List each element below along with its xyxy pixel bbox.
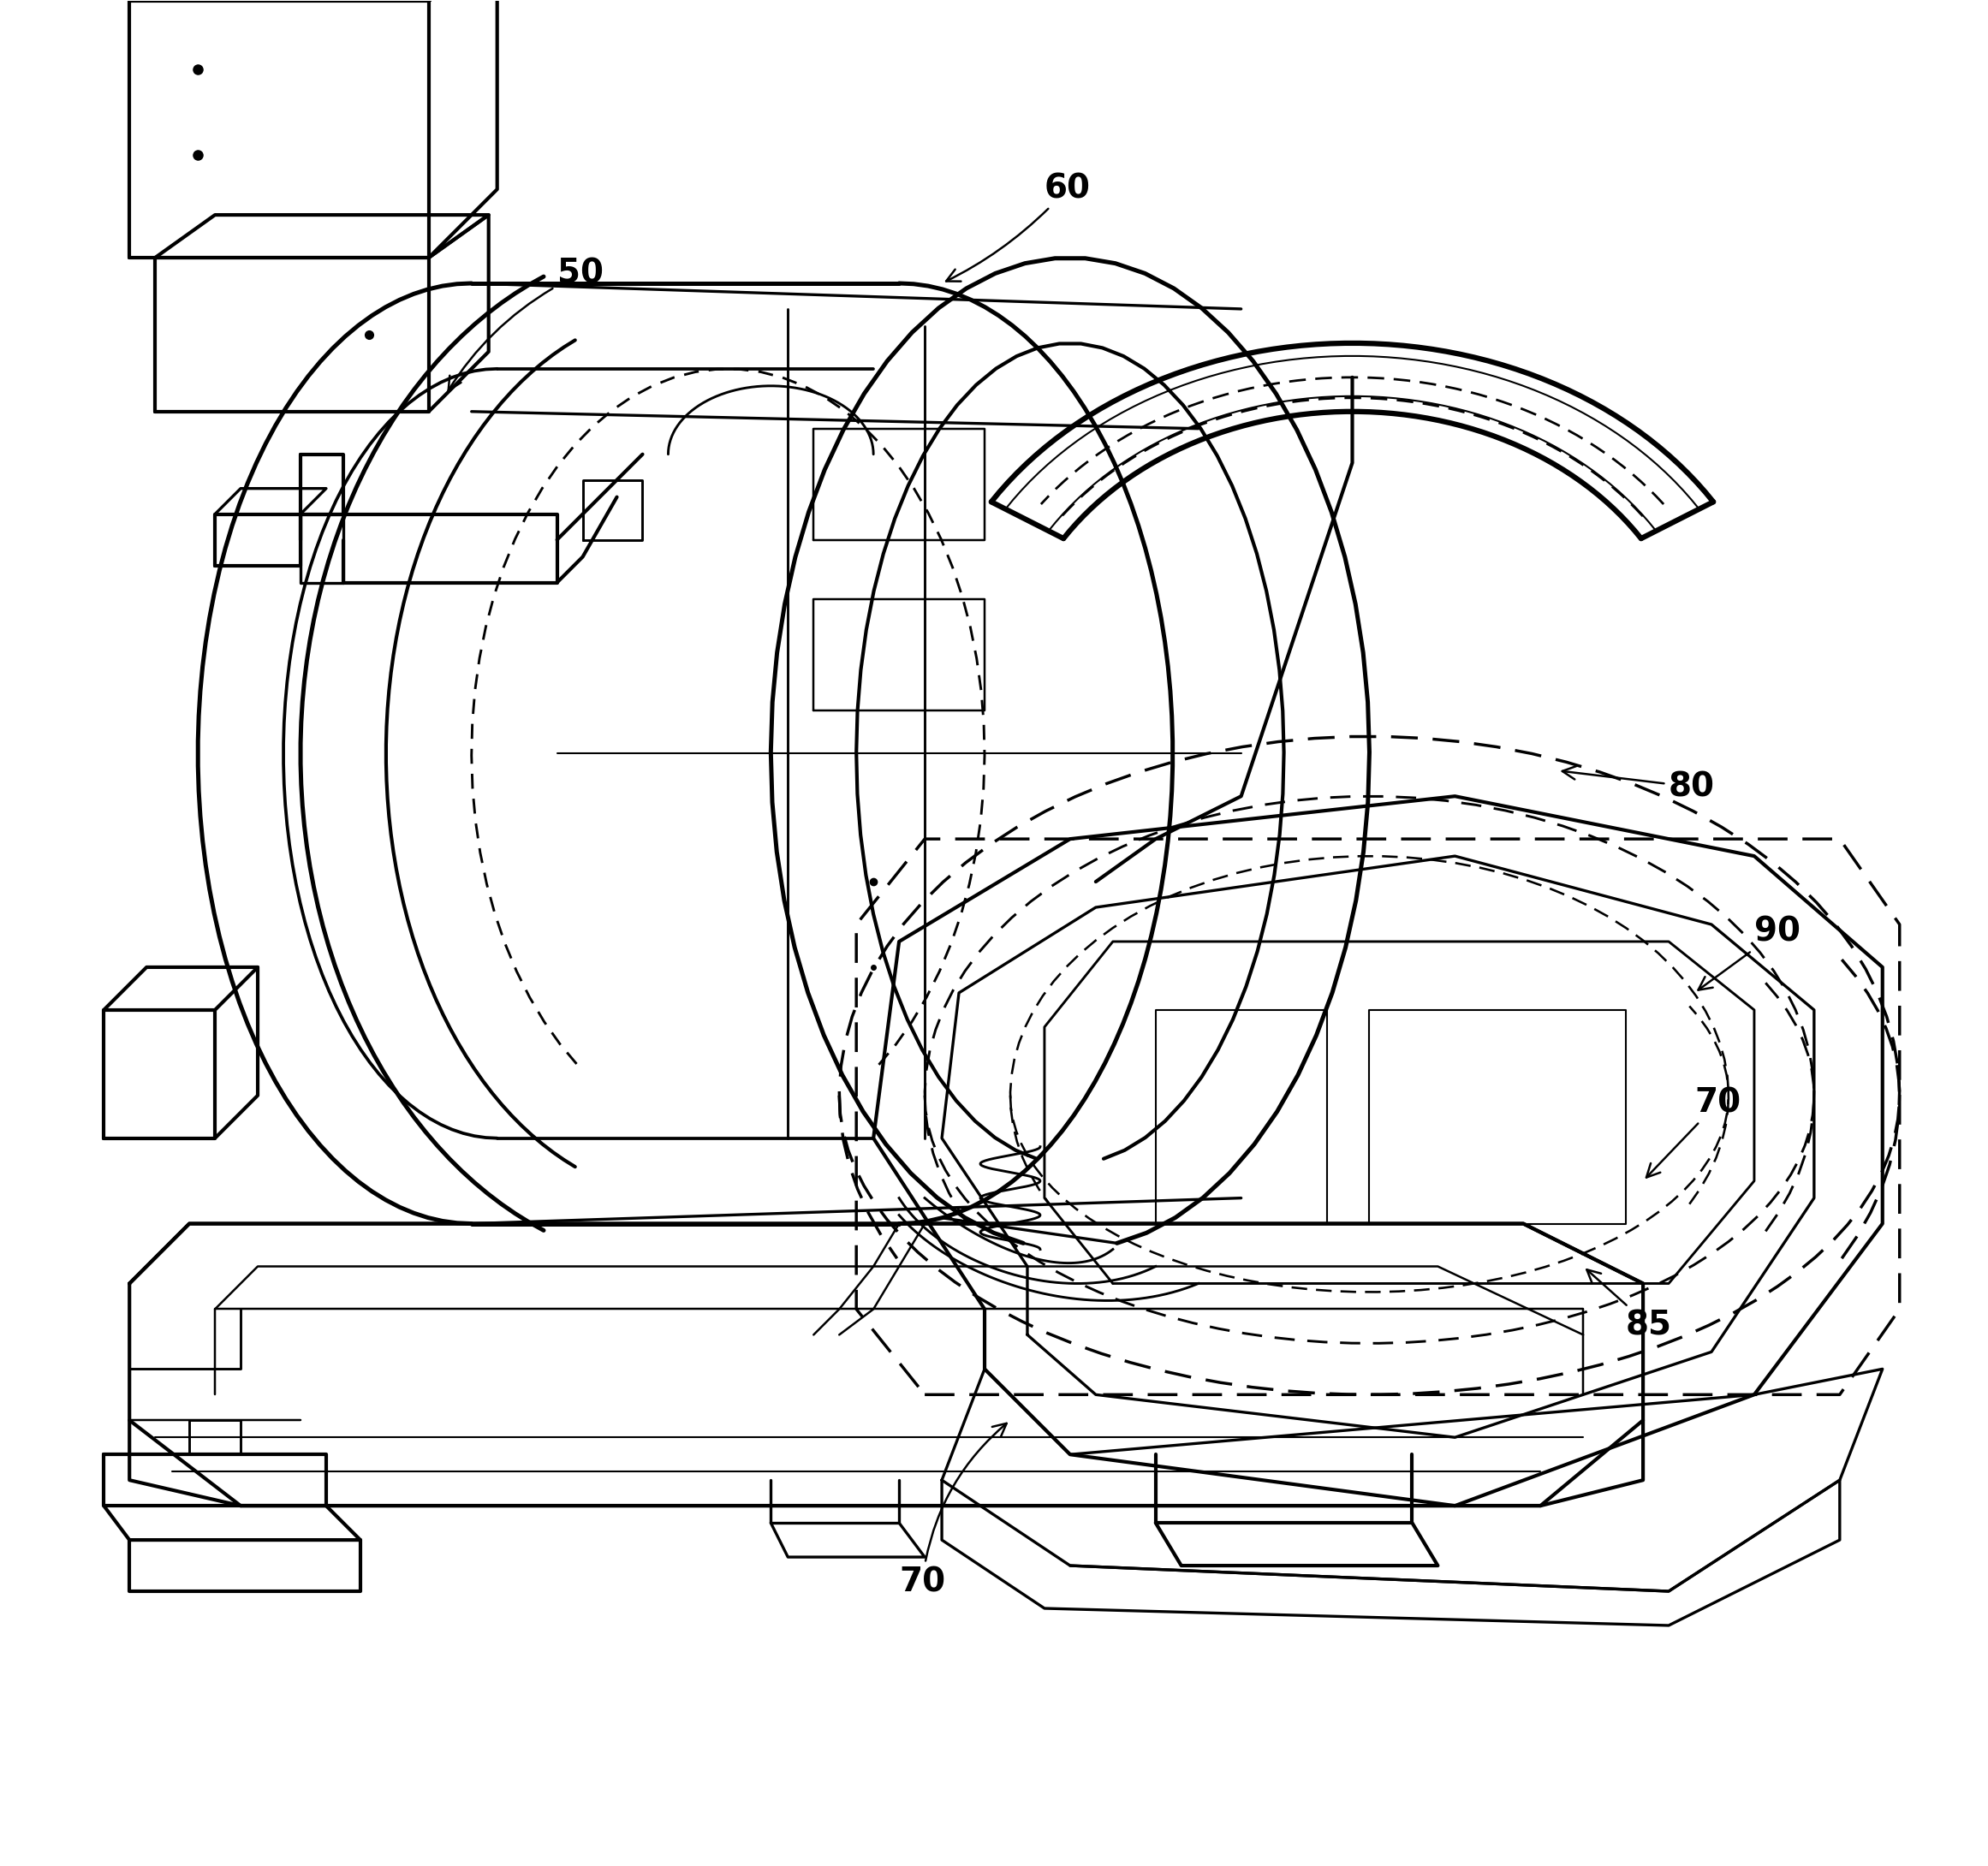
Text: 70: 70 (1646, 1086, 1741, 1177)
Text: 60: 60 (946, 172, 1091, 282)
Text: 70: 70 (899, 1424, 1006, 1597)
Text: 80: 80 (1563, 767, 1716, 802)
Text: 90: 90 (1698, 916, 1801, 991)
Text: 85: 85 (1586, 1269, 1672, 1342)
Text: 50: 50 (449, 258, 602, 390)
